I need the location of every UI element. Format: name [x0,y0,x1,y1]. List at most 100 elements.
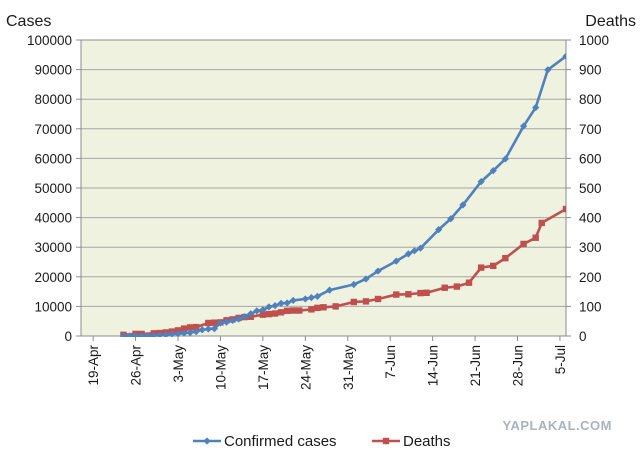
data-point [277,309,285,316]
data-point [277,299,285,307]
x-tick-label: 10-May [213,345,228,390]
data-point [490,262,497,270]
data-point [435,226,443,234]
data-point [259,306,267,314]
left-tick-label: 20000 [34,270,72,285]
right-tick-label: 1000 [579,33,609,48]
x-tick-label: 21-Jun [468,345,483,386]
data-point [350,280,358,289]
watermark: YAPLAKAL.COM [502,418,612,433]
data-point [174,330,182,337]
legend-item-confirmed-cases: Confirmed cases [193,433,337,450]
data-point [374,267,382,275]
data-point [216,319,225,327]
legend-label: Deaths [403,433,451,450]
data-point [392,257,400,265]
right-tick-label: 300 [579,240,602,255]
x-tick-label: 5-Jul [553,345,568,374]
data-point [520,240,527,248]
data-point [180,325,188,332]
data-point [204,325,212,333]
data-point [119,332,128,337]
data-point [562,52,566,60]
data-point [289,296,297,305]
x-tick-label: 28-Jun [511,345,526,386]
data-point [362,298,370,305]
x-axis: 19-Apr 26-Apr 3-May 10-May 17-May 24-May 31-Ma… [86,336,568,390]
right-tick-label: 600 [579,151,602,166]
data-point [211,319,218,326]
data-point [313,292,322,300]
data-point [325,286,334,294]
x-tick-label: 19-Apr [86,345,101,386]
data-point [447,215,455,223]
data-point [410,247,419,255]
data-point [180,329,188,337]
data-point [374,295,382,303]
data-point [453,283,461,290]
left-tick-label: 60000 [34,151,72,166]
legend-label: Confirmed cases [224,433,337,450]
x-tick-label: 7-Jun [383,345,398,379]
data-point [205,319,212,327]
legend-marker [382,437,390,445]
right-tick-label: 0 [579,329,587,344]
data-point [198,326,206,334]
right-tick-label: 800 [579,92,602,107]
legend: Confirmed cases Deaths [193,433,451,450]
data-point [308,306,315,313]
data-point [332,303,339,310]
data-point [296,307,303,314]
right-tick-label: 200 [579,270,602,285]
data-point [314,304,321,312]
data-point [320,304,327,311]
x-tick-label: 31-May [341,345,356,390]
data-point [162,331,170,337]
left-tick-label: 40000 [34,211,72,226]
left-tick-label: 100000 [27,33,72,48]
data-point [138,332,146,337]
left-tick-label: 30000 [34,240,72,255]
data-point [459,201,467,209]
data-point [144,332,152,337]
data-point [477,178,485,186]
left-tick-label: 0 [64,329,72,344]
x-tick-label: 24-May [298,345,313,390]
data-point [210,325,218,333]
data-point [289,307,297,314]
left-tick-label: 10000 [34,299,72,314]
x-tick-label: 14-Jun [426,345,441,386]
gridlines [81,69,566,307]
legend-item-deaths: Deaths [372,433,451,450]
left-axis: 0 10000 20000 30000 40000 50000 60000 70000 8000… [27,33,81,344]
data-point [423,289,430,296]
data-point [532,103,540,112]
data-point [362,275,370,283]
data-point [393,291,400,298]
series-layer [119,52,566,337]
right-tick-label: 700 [579,122,602,137]
data-point [192,327,200,336]
data-point [562,205,566,213]
data-point [532,234,539,241]
series-confirmed-cases [119,52,566,337]
data-point [350,298,358,306]
data-point [502,254,509,262]
left-tick-label: 70000 [34,122,72,137]
data-point [131,332,140,337]
data-point [125,332,134,337]
data-point [538,219,545,227]
data-point [441,284,448,291]
right-axis-title: Deaths [585,13,636,30]
data-point [489,167,497,175]
data-point [222,318,231,326]
data-point [192,323,200,331]
left-tick-label: 80000 [34,92,72,107]
right-tick-label: 400 [579,211,602,226]
right-tick-label: 900 [579,63,602,78]
data-point [544,66,552,74]
data-point [168,330,176,337]
data-point [283,307,291,315]
data-point [228,316,237,325]
data-point [156,331,164,337]
